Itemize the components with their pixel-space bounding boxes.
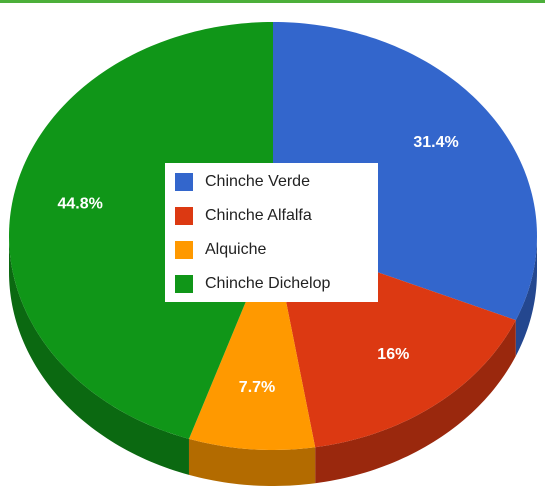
slice-side [188,438,316,486]
legend-label: Chinche Alfalfa [205,207,312,224]
top-bar [0,0,545,3]
slice-side [9,236,189,475]
legend: Chinche Verde Chinche Alfalfa Alquiche Chin… [165,163,378,302]
legend-swatch [175,275,193,293]
value-label: 31.4% [413,134,458,151]
legend-box [165,163,378,302]
legend-swatch [175,241,193,259]
legend-swatch [175,173,193,191]
slice [9,22,273,439]
value-label: 7.7% [239,379,275,396]
slice-side [515,236,537,357]
value-label: 16% [377,346,409,363]
legend-swatch [175,207,193,225]
value-label: 44.8% [58,196,103,213]
legend-label: Alquiche [205,241,266,258]
legend-label: Chinche Verde [205,173,310,190]
legend-label: Chinche Dichelop [205,275,331,292]
slice-side [315,320,516,484]
